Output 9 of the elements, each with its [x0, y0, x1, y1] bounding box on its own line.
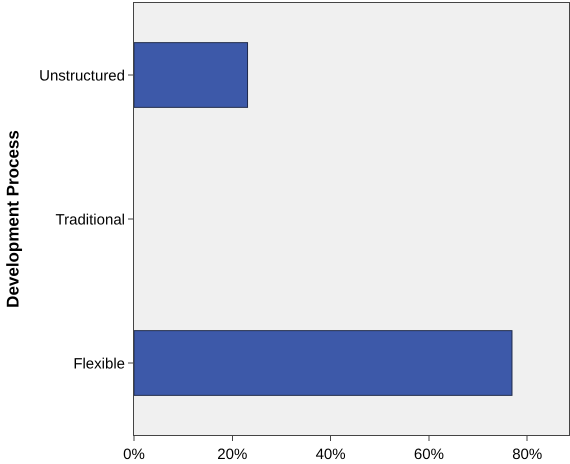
x-tick-label: 60% [414, 446, 444, 463]
y-tick-label: Flexible [73, 355, 125, 372]
x-tick-label: 80% [512, 446, 542, 463]
x-tick-label: 20% [217, 446, 248, 463]
x-tick-label: 40% [316, 446, 346, 463]
y-tick-label: Traditional [56, 211, 125, 228]
y-axis-title: Development Process [4, 130, 23, 308]
x-tick-label: 0% [123, 446, 145, 463]
y-tick-label: Unstructured [39, 67, 125, 84]
